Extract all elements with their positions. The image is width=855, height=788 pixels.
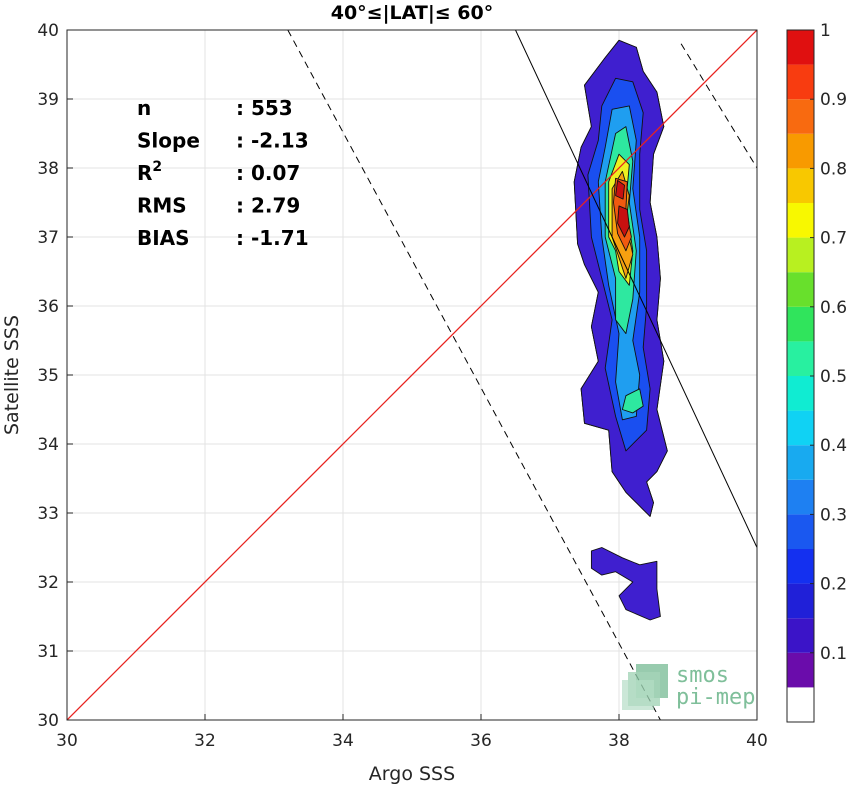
reference-lines bbox=[67, 30, 757, 720]
colorbar-swatch bbox=[787, 168, 814, 203]
stat-value: : 2.79 bbox=[236, 194, 300, 218]
colorbar-swatch bbox=[787, 479, 814, 515]
colorbar-tick-label: 0.2 bbox=[820, 575, 847, 595]
y-tick-label: 37 bbox=[37, 228, 59, 248]
colorbar-swatch bbox=[787, 687, 814, 722]
stat-label: Slope bbox=[137, 129, 200, 153]
x-tick-label: 30 bbox=[56, 731, 78, 751]
stats-panel: n : 553 Slope : -2.13 R2 : 0.07 RMS : 2.79 BIAS:… bbox=[137, 96, 309, 250]
confidence-line-0 bbox=[287, 30, 661, 720]
colorbar-swatch bbox=[787, 133, 814, 169]
x-axis-label: Argo SSS bbox=[369, 763, 455, 785]
y-tick-label: 40 bbox=[37, 21, 59, 41]
colorbar-swatch bbox=[787, 410, 814, 446]
colorbar-tick-label: 0.5 bbox=[820, 367, 847, 387]
colorbar-swatch bbox=[787, 272, 814, 307]
identity-line bbox=[67, 30, 757, 720]
colorbar-swatch bbox=[787, 203, 814, 238]
y-tick-label: 30 bbox=[37, 711, 59, 731]
y-tick-label: 36 bbox=[37, 297, 59, 317]
colorbar-tick-label: 0.7 bbox=[820, 229, 847, 249]
stat-label: RMS bbox=[137, 194, 187, 218]
stat-label: R2 bbox=[137, 159, 162, 185]
colorbar-tick-label: 0.1 bbox=[820, 644, 847, 664]
colorbar: 0.1 0.2 0.3 0.4 0.5 0.6 0.7 0.8 0.9 1 bbox=[786, 21, 847, 723]
stat-value: : 0.07 bbox=[236, 161, 300, 185]
chart-title: 40°≤|LAT|≤ 60° bbox=[331, 2, 494, 24]
y-tick-label: 32 bbox=[37, 573, 59, 593]
x-tick-label: 38 bbox=[608, 731, 630, 751]
colorbar-tick-label: 1 bbox=[820, 21, 831, 41]
colorbar-swatch bbox=[787, 618, 814, 653]
colorbar-tick-label: 0.6 bbox=[820, 298, 847, 318]
y-tick-label: 33 bbox=[37, 504, 59, 524]
colorbar-swatch bbox=[787, 549, 814, 584]
colorbar-tick-label: 0.9 bbox=[820, 90, 847, 110]
density-contour-11 bbox=[617, 205, 630, 238]
colorbar-swatch bbox=[787, 306, 814, 342]
x-tick-label: 36 bbox=[470, 731, 492, 751]
confidence-line-1 bbox=[680, 43, 757, 169]
y-tick-label: 38 bbox=[37, 159, 59, 179]
logo-text-smos: smos bbox=[676, 663, 729, 688]
x-tick-label: 40 bbox=[746, 731, 768, 751]
colorbar-swatch bbox=[787, 583, 814, 619]
colorbar-swatch bbox=[787, 99, 814, 134]
smos-pimep-logo: smos pi-mep bbox=[622, 663, 755, 710]
y-ticks: 30 31 32 33 34 35 36 37 38 39 40 bbox=[37, 21, 73, 731]
x-tick-label: 34 bbox=[332, 731, 354, 751]
y-axis-label: Satellite SSS bbox=[1, 315, 23, 435]
y-tick-label: 34 bbox=[37, 435, 59, 455]
colorbar-swatch bbox=[787, 652, 814, 688]
stat-value: : -1.71 bbox=[236, 226, 309, 250]
stat-value: : -2.13 bbox=[236, 129, 309, 153]
density-contour-2 bbox=[590, 547, 661, 621]
colorbar-swatch bbox=[787, 237, 814, 273]
colorbar-tick-label: 0.8 bbox=[820, 159, 847, 179]
colorbar-swatch bbox=[787, 64, 814, 100]
stat-label: BIAS bbox=[137, 226, 190, 250]
y-tick-label: 39 bbox=[37, 90, 59, 110]
stat-value: : 553 bbox=[236, 96, 293, 120]
density-contour-10 bbox=[615, 179, 625, 200]
logo-mark-icon bbox=[622, 664, 668, 710]
stat-label: n bbox=[137, 96, 151, 120]
colorbar-swatch bbox=[787, 376, 814, 411]
x-tick-label: 32 bbox=[194, 731, 216, 751]
y-tick-label: 31 bbox=[37, 642, 59, 662]
density-contour-6 bbox=[621, 388, 644, 414]
colorbar-swatch bbox=[787, 30, 814, 65]
colorbar-swatch bbox=[787, 341, 814, 376]
x-ticks: 30 32 34 36 38 40 bbox=[56, 714, 768, 751]
logo-text-pimep: pi-mep bbox=[676, 685, 755, 710]
y-tick-label: 35 bbox=[37, 366, 59, 386]
colorbar-tick-label: 0.4 bbox=[820, 436, 847, 456]
colorbar-swatch bbox=[787, 514, 814, 549]
colorbar-tick-label: 0.3 bbox=[820, 505, 847, 525]
regression-line bbox=[515, 30, 757, 548]
colorbar-swatch bbox=[787, 445, 814, 480]
density-contours bbox=[573, 39, 668, 621]
